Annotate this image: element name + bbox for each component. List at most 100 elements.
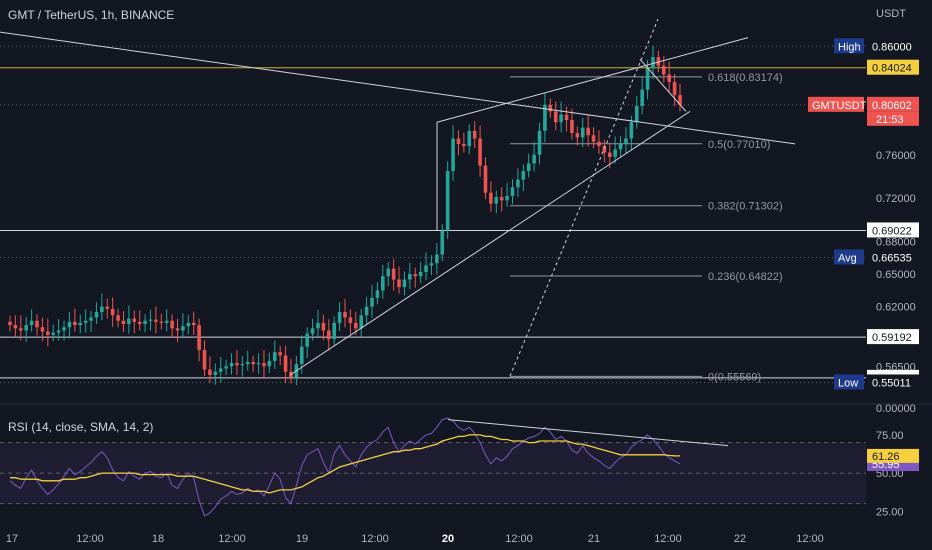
price-badge-value: 0.66535 [872, 252, 912, 264]
currency-label: USDT [876, 8, 906, 20]
x-tick-label: 18 [152, 533, 164, 545]
candle-body [110, 308, 115, 316]
price-badge-label: High [838, 41, 861, 53]
candle-body [186, 322, 191, 327]
candle-body [256, 363, 261, 365]
candle-body [202, 350, 207, 370]
candle-body [40, 327, 45, 332]
candle-body [278, 352, 282, 356]
candle-body [408, 274, 412, 280]
candle-body [78, 322, 83, 326]
candle-body [245, 361, 250, 365]
candle-body [29, 320, 34, 326]
rsi-tick-label: 75.00 [876, 430, 904, 442]
y-tick-label: 0.65000 [876, 269, 916, 281]
y-tick-label: 0.68000 [876, 237, 916, 249]
candle-body [559, 114, 563, 123]
candle-body [197, 325, 201, 351]
x-tick-label: 12:00 [361, 533, 389, 545]
candle-body [467, 130, 472, 147]
y-tick-label: 0.72000 [876, 193, 916, 205]
candle-body [56, 330, 61, 333]
price-badge-bg [867, 329, 919, 345]
candle-body [89, 317, 93, 321]
candle-body [240, 364, 245, 366]
candle-body [343, 312, 347, 318]
x-tick-label: 12:00 [796, 533, 824, 545]
candle-body [175, 328, 180, 331]
candle-body [310, 328, 315, 334]
candle-body [445, 171, 450, 231]
countdown-label: 21:53 [876, 114, 904, 126]
price-badge-value: 0.84024 [872, 63, 912, 75]
candle-body [580, 127, 585, 138]
candle-body [553, 111, 558, 123]
candle-body [413, 274, 418, 277]
rsi-panel [0, 417, 866, 517]
rsi-trendline [447, 419, 729, 447]
candle-body [13, 325, 18, 329]
candle-body [402, 279, 407, 288]
price-badge-label-bg [834, 249, 864, 265]
candle-body [672, 82, 677, 96]
price-badge-label-bg [834, 38, 864, 54]
time-axis: 17 12:00 18 12:00 19 12:00 20 12:00 21 12:00 22 12:… [6, 533, 824, 545]
candle-body [208, 369, 212, 375]
candle-body [46, 331, 50, 335]
candle-body [213, 371, 218, 375]
candle-body [127, 318, 131, 324]
fib-label: 0.5(0.77010) [708, 139, 770, 151]
x-tick-label: 12:00 [505, 533, 533, 545]
price-badge-label-bg [808, 96, 864, 112]
candle-body [678, 95, 682, 105]
y-tick-label: 0.62000 [876, 302, 916, 314]
candle-body [100, 306, 104, 313]
fib-label: 0.382(0.71302) [708, 201, 783, 213]
candle-body [251, 361, 255, 365]
candle-body [8, 321, 12, 326]
candle-body [624, 138, 628, 144]
candle-body [418, 271, 423, 277]
candle-body [532, 154, 536, 164]
rsi-tick-label: 50.00 [876, 468, 904, 480]
candle-body [381, 276, 385, 291]
candle-body [148, 319, 153, 321]
candle-body [137, 321, 142, 324]
candle-body [143, 320, 147, 324]
candle-body [235, 363, 239, 366]
chart-title: GMT / TetherUS, 1h, BINANCE [8, 8, 175, 22]
candle-body [359, 315, 364, 329]
candle-body [607, 152, 612, 157]
candle-body [494, 197, 499, 204]
candle-body [332, 322, 336, 340]
price-badge-label: Low [838, 377, 858, 389]
x-tick-label: 22 [734, 533, 746, 545]
candle-body [451, 138, 455, 172]
price-badge-value: 0.86000 [872, 41, 912, 53]
price-badge-bg [867, 96, 919, 112]
candle-body [375, 290, 380, 298]
rsi-value-bg [867, 448, 919, 463]
rsi-title: RSI (14, close, SMA, 14, 2) [8, 420, 154, 434]
candle-body [370, 297, 374, 307]
candle-body [164, 320, 169, 323]
candle-body [326, 330, 331, 340]
candle-body [618, 143, 623, 150]
x-tick-label: 12:00 [218, 533, 246, 545]
candle-body [262, 363, 266, 367]
candle-body [181, 326, 185, 331]
x-tick-label: 21 [588, 533, 600, 545]
descending-trendline [0, 31, 796, 145]
candle-body [645, 67, 650, 90]
candle-body [634, 105, 639, 123]
wedge-upper [639, 58, 687, 112]
candle-body [424, 265, 428, 272]
candle-body [570, 120, 574, 134]
channel-upper [436, 37, 749, 123]
price-badge-value: 0.69022 [872, 225, 912, 237]
candle-body [586, 127, 590, 136]
x-tick-label: 20 [442, 533, 454, 545]
price-badge-bg [867, 374, 919, 390]
candle-body [299, 346, 304, 365]
